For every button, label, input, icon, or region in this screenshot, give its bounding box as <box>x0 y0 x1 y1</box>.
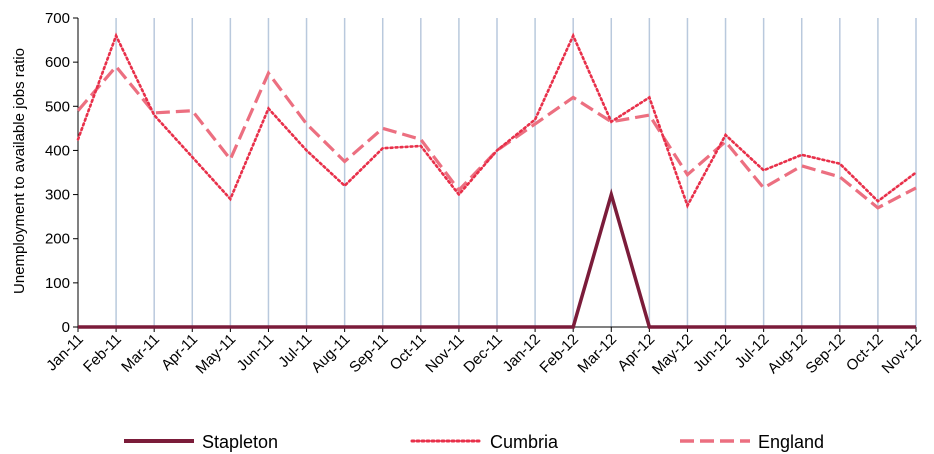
x-tick-label: Oct-12 <box>843 331 887 375</box>
x-tick-label: Feb-12 <box>536 331 582 377</box>
series-line-cumbria <box>76 32 918 209</box>
x-tick-label: May-12 <box>649 331 696 378</box>
legend-item-cumbria: Cumbria <box>410 432 559 452</box>
legend-label: Stapleton <box>202 432 278 452</box>
x-tick-label: Aug-12 <box>764 331 810 377</box>
x-tick-label: Oct-11 <box>387 331 430 374</box>
x-axis: Jan-11Feb-11Mar-11Apr-11May-11Jun-11Jul-… <box>43 326 925 378</box>
x-tick-label: Jun-11 <box>234 331 278 375</box>
series-line-england <box>76 64 917 210</box>
x-tick-label: Nov-11 <box>422 331 467 376</box>
y-axis-title: Unemployment to available jobs ratio <box>11 48 28 294</box>
x-tick-label: Nov-12 <box>879 331 925 377</box>
x-tick-label: Jun-12 <box>690 331 734 375</box>
x-tick-label: Aug-11 <box>308 331 353 376</box>
x-tick-label: Dec-11 <box>460 331 505 376</box>
x-tick-label: Mar-12 <box>574 331 620 377</box>
y-axis: 0 100 200 300 400 500 600 700 <box>45 10 79 336</box>
y-tick-label: 200 <box>45 231 70 248</box>
y-tick-label: 500 <box>45 98 70 115</box>
x-tick-label: Sep-12 <box>802 331 848 377</box>
series-lines <box>76 32 918 329</box>
series-line-stapleton <box>78 188 916 329</box>
x-tick-label: Jan-11 <box>43 331 87 375</box>
x-tick-label: Sep-11 <box>346 331 391 376</box>
x-tick-label: Mar-11 <box>118 331 163 376</box>
legend-item-stapleton: Stapleton <box>124 432 278 452</box>
y-tick-label: 400 <box>45 142 70 159</box>
y-tick-label: 0 <box>62 319 70 336</box>
legend-label: England <box>758 432 824 452</box>
x-tick-label: Feb-11 <box>80 331 125 376</box>
y-tick-label: 300 <box>45 187 70 204</box>
x-tick-label: Jan-12 <box>499 331 543 375</box>
y-tick-label: 700 <box>45 10 70 27</box>
y-tick-label: 600 <box>45 54 70 71</box>
vertical-gridlines <box>115 18 917 327</box>
y-tick-label: 100 <box>45 275 70 292</box>
legend-item-england: England <box>680 432 824 452</box>
legend: Stapleton Cumbria England <box>124 432 824 452</box>
legend-label: Cumbria <box>490 432 559 452</box>
x-tick-label: May-11 <box>193 331 240 378</box>
